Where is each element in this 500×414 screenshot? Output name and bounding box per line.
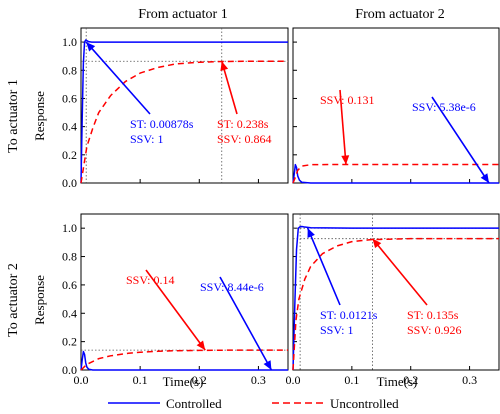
y-tick-label: 0.6 xyxy=(62,91,77,105)
annotation-arrow xyxy=(306,227,341,306)
legend-label-uncontrolled: Uncontrolled xyxy=(330,396,399,411)
x-tick-label: 0.1 xyxy=(344,373,359,387)
plot-frame xyxy=(80,27,289,184)
annotation-text: SSV: 1 xyxy=(320,323,353,337)
column-title-1: From actuator 1 xyxy=(138,7,227,22)
y-tick-label: 0.8 xyxy=(62,63,77,77)
x-tick-label: 0.2 xyxy=(192,373,207,387)
row-title-1: To actuator 1 xyxy=(6,79,21,153)
panel-r1-c2: SSV: 0.131 SSV: 5.38e-6 xyxy=(292,27,500,184)
x-axis-label-col-1: Time(s) xyxy=(163,374,204,389)
annotation-arrowhead xyxy=(86,42,96,52)
annotation-arrow xyxy=(371,238,428,306)
annotation-text: ST: 0.00878s xyxy=(130,117,194,131)
x-axis-label-col-2: Time(s) xyxy=(377,374,418,389)
series-line-controlled xyxy=(292,163,499,184)
annotation-text: SSV: 0.926 xyxy=(407,323,461,337)
series-line-controlled xyxy=(80,350,288,371)
legend-label-controlled: Controlled xyxy=(166,396,222,411)
panel-r2-c1: 0.0 0.2 0.4 0.6 0.8 1.0 0.0 0.1 0.2 0.3 SSV: 0.14 S… xyxy=(62,213,289,387)
annotation-text: ST: 0.238s xyxy=(217,117,269,131)
series-line-controlled xyxy=(80,39,288,184)
x-tick-label: 0.3 xyxy=(251,373,266,387)
y-tick-label: 0.2 xyxy=(62,148,77,162)
annotation-arrow xyxy=(145,269,206,351)
y-tick-label: 1.0 xyxy=(62,35,77,49)
annotation-arrowhead xyxy=(341,155,350,165)
annotation-arrowhead xyxy=(307,228,315,239)
annotation-arrowhead xyxy=(196,340,206,351)
annotation-arrow xyxy=(220,61,238,115)
annotation-arrow xyxy=(339,89,347,165)
annotation-arrow xyxy=(85,41,151,115)
y-axis-label-row-1: Response xyxy=(32,91,47,141)
y-tick-label: 0.0 xyxy=(62,176,77,190)
plot-frame xyxy=(292,213,500,371)
annotation-text: SSV: 0.864 xyxy=(217,132,271,146)
annotation-text: SSV: 8.44e-6 xyxy=(200,280,264,294)
annotation-arrow xyxy=(431,96,490,184)
y-tick-label: 0.4 xyxy=(62,120,77,134)
y-tick-label: 0.2 xyxy=(62,335,77,349)
annotation-arrow xyxy=(219,276,273,371)
legend: Controlled Uncontrolled xyxy=(108,396,399,411)
x-tick-label: 0.0 xyxy=(74,373,89,387)
x-tick-label: 0.2 xyxy=(403,373,418,387)
column-title-2: From actuator 2 xyxy=(355,7,444,22)
row-title-2: To actuator 2 xyxy=(6,263,21,337)
annotation-arrowhead xyxy=(220,61,229,72)
annotation-arrowhead xyxy=(480,173,489,183)
x-tick-label: 0.0 xyxy=(286,373,301,387)
annotation-text: SSV: 0.14 xyxy=(126,273,174,287)
x-tick-label: 0.1 xyxy=(133,373,148,387)
series-line-uncontrolled xyxy=(292,163,499,184)
annotation-text: SSV: 5.38e-6 xyxy=(412,100,476,114)
annotation-text: SSV: 0.131 xyxy=(320,93,374,107)
annotation-text: ST: 0.135s xyxy=(407,308,459,322)
series-line-uncontrolled xyxy=(292,237,499,371)
y-tick-label: 0.6 xyxy=(62,278,77,292)
annotation-text: ST: 0.0121s xyxy=(320,308,378,322)
y-axis-label-row-2: Response xyxy=(32,275,47,325)
y-tick-label: 0.8 xyxy=(62,250,77,264)
y-tick-label: 0.4 xyxy=(62,306,77,320)
annotation-arrowhead xyxy=(263,360,272,370)
series-line-controlled xyxy=(292,225,499,371)
x-tick-label: 0.3 xyxy=(462,373,477,387)
annotation-text: SSV: 1 xyxy=(130,132,163,146)
y-tick-label: 1.0 xyxy=(62,221,77,235)
series-line-uncontrolled xyxy=(80,349,288,371)
annotation-arrowhead xyxy=(372,238,382,249)
y-tick-label: 0.0 xyxy=(62,363,77,377)
